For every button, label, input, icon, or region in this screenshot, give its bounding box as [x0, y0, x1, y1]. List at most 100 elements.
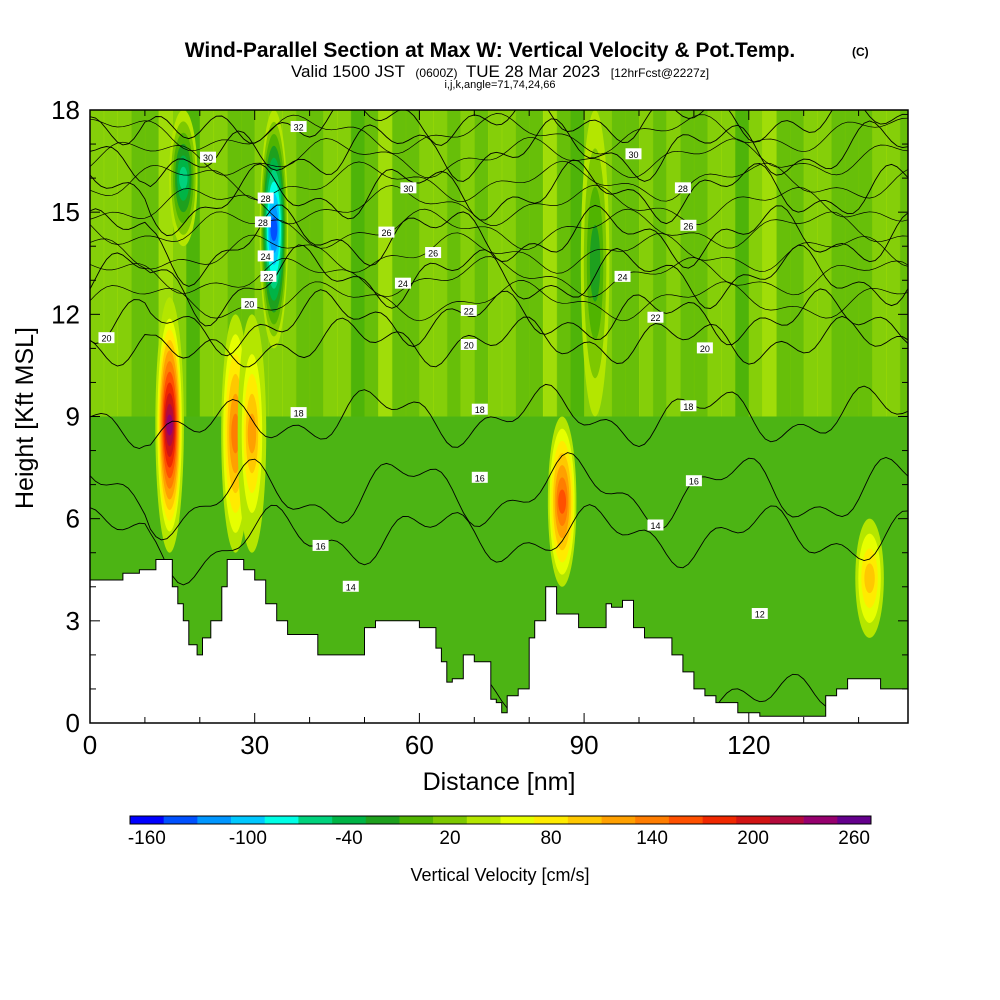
colorbar-tick-label: 80 — [540, 828, 561, 849]
colorbar-swatch — [466, 816, 501, 824]
contour-label-text: 26 — [683, 221, 693, 231]
colorbar-tick-labels: -160 -100 -40 20 80 140 200 260 — [128, 828, 870, 849]
colorbar-swatch — [399, 816, 434, 824]
contour-label-16: 16 — [471, 471, 488, 483]
colorbar-swatch — [837, 816, 872, 824]
w-streak — [817, 110, 832, 417]
colorbar-swatch — [769, 816, 804, 824]
theta-contour-minor — [90, 113, 908, 155]
theta-contour-28 — [90, 159, 908, 237]
w-streak — [789, 110, 805, 417]
w-streak — [542, 110, 558, 417]
w-feature — [270, 217, 278, 242]
contour-label-text: 26 — [428, 249, 438, 259]
theta-contour-minor — [90, 280, 908, 322]
contour-label-20: 20 — [241, 298, 258, 310]
contour-label-18: 18 — [290, 407, 307, 419]
w-streak — [515, 110, 530, 417]
theta-contour-32 — [90, 110, 908, 146]
colorbar-swatch — [163, 816, 198, 824]
w-streak — [570, 110, 585, 417]
colorbar — [129, 815, 872, 825]
contour-label-16: 16 — [312, 539, 329, 551]
terrain-mask — [90, 559, 908, 723]
y-tick-label: 9 — [66, 402, 80, 432]
theta-contour-minor — [90, 184, 908, 226]
w-feature — [589, 224, 601, 302]
theta-contour-minor — [90, 160, 908, 202]
w-streak — [131, 110, 146, 417]
w-streak — [446, 110, 462, 417]
contour-label-text: 18 — [294, 409, 304, 419]
theta-contour-24 — [90, 244, 908, 327]
w-streak — [117, 110, 132, 417]
colorbar-swatch — [500, 816, 535, 824]
contour-label-text: 20 — [700, 344, 710, 354]
colorbar-tick-label: 200 — [737, 828, 769, 849]
y-tick-label: 15 — [51, 197, 80, 227]
subtitle-forecast: [12hrFcst@2227z] — [611, 66, 709, 80]
axis-ticks — [89, 109, 908, 724]
w-streak — [638, 110, 654, 417]
w-streak — [350, 110, 365, 417]
contour-label-30: 30 — [200, 151, 217, 163]
contour-label-22: 22 — [260, 270, 277, 282]
y-tick-label: 12 — [51, 299, 80, 329]
w-streak — [625, 110, 640, 417]
w-streak — [611, 110, 626, 417]
contour-label-text: 18 — [475, 405, 485, 415]
colorbar-swatch — [601, 816, 636, 824]
y-tick-label: 3 — [66, 606, 80, 636]
w-streak — [556, 110, 571, 417]
contour-label-text: 14 — [346, 582, 356, 592]
colorbar-swatch — [736, 816, 771, 824]
theta-contour-minor — [90, 256, 908, 298]
contour-label-32: 32 — [290, 121, 307, 133]
contour-label-20: 20 — [98, 332, 115, 344]
theta-contour-minor — [90, 232, 908, 274]
plot-area: 30 30 28 28 24 22 20 20 26 26 24 22 20 18 18 16 16 14 12 14… — [90, 110, 908, 723]
w-feature — [558, 489, 567, 514]
w-streak — [378, 110, 393, 417]
contour-label-text: 30 — [203, 153, 213, 163]
chart-subtitle-indices: i,j,k,angle=71,74,24,66 — [444, 79, 555, 91]
w-feature — [231, 413, 240, 454]
theta-contour-minor — [90, 136, 908, 179]
contour-label-text: 14 — [650, 521, 660, 531]
colorbar-tick-label: 140 — [636, 828, 668, 849]
colorbar-swatch — [534, 816, 569, 824]
colorbar-tick-label: -160 — [128, 828, 166, 849]
contour-label-text: 30 — [403, 184, 413, 194]
w-streak — [721, 110, 736, 417]
contour-label-24: 24 — [394, 277, 411, 289]
colorbar-swatch — [332, 816, 367, 824]
contour-label-text: 32 — [294, 123, 304, 133]
w-streak — [776, 110, 791, 417]
contour-label-14: 14 — [647, 519, 664, 531]
contour-label-20: 20 — [696, 342, 713, 354]
contour-label-text: 24 — [398, 279, 408, 289]
w-streak — [295, 110, 311, 417]
colorbar-swatch — [803, 816, 838, 824]
contour-label-text: 20 — [101, 334, 111, 344]
contour-label-26: 26 — [425, 247, 442, 259]
x-tick-label: 90 — [570, 730, 599, 760]
w-streak — [103, 110, 118, 417]
x-tick-label: 60 — [405, 730, 434, 760]
contour-label-26: 26 — [680, 219, 697, 231]
w-streak — [337, 110, 352, 417]
w-streak — [844, 110, 860, 417]
contour-label-16: 16 — [685, 475, 702, 487]
subtitle-date: TUE 28 Mar 2023 — [466, 62, 600, 81]
contour-labels: 30 30 28 28 24 22 20 20 26 26 24 22 20 18 18 16 16 14 12 14… — [98, 121, 768, 620]
colorbar-swatch — [433, 816, 468, 824]
colorbar-tick-label: 20 — [439, 828, 460, 849]
colorbar-tick-label: 260 — [838, 828, 870, 849]
colorbar-swatch — [264, 816, 299, 824]
contour-label-18: 18 — [680, 400, 697, 412]
y-tick-label: 18 — [51, 95, 80, 125]
w-streak — [474, 110, 489, 417]
w-streak — [652, 110, 667, 417]
w-streak — [748, 110, 764, 417]
contour-label-28: 28 — [674, 182, 691, 194]
